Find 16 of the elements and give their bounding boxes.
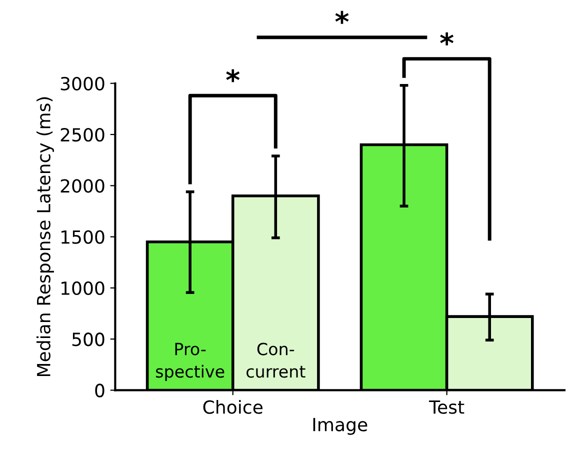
x-tick-label: Choice: [203, 400, 262, 414]
y-tick-label: 1500: [62, 230, 104, 244]
y-tick-label: 2000: [60, 179, 104, 193]
x-tick-label: Test: [428, 400, 464, 414]
series-label: Con- current: [246, 342, 306, 378]
y-tick-label: 1000: [62, 281, 104, 296]
y-tick-label: 500: [72, 332, 104, 346]
y-tick-label: 0: [95, 384, 104, 398]
series-label: Pro- spective: [156, 342, 224, 382]
text: *: [440, 32, 454, 46]
text: *: [335, 10, 349, 24]
y-tick-label: 3000: [60, 76, 104, 90]
y-axis-title: Median Response Latency (ms): [36, 97, 54, 376]
text: *: [226, 69, 240, 82]
x-axis-title: Image: [313, 418, 368, 435]
y-tick-label: 2500: [60, 128, 104, 142]
